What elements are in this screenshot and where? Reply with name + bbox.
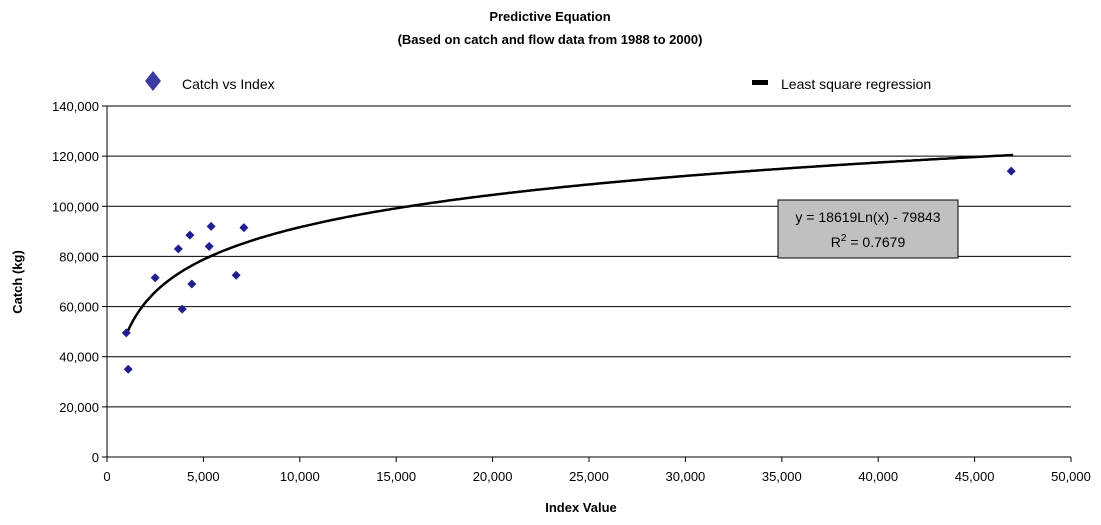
y-tick-label: 100,000	[52, 199, 99, 214]
x-tick-label: 25,000	[569, 469, 609, 484]
scatter-point	[1006, 166, 1016, 176]
chart-subtitle: (Based on catch and flow data from 1988 …	[398, 32, 703, 47]
y-tick-label: 60,000	[59, 300, 99, 315]
scatter-point	[187, 279, 197, 289]
r-squared-text: R2 = 0.7679	[831, 233, 906, 250]
scatter-series	[121, 166, 1016, 374]
y-tick-label: 120,000	[52, 149, 99, 164]
y-tick-label: 40,000	[59, 350, 99, 365]
y-tick-label: 0	[92, 450, 99, 465]
scatter-point	[204, 241, 214, 251]
x-tick-label: 20,000	[473, 469, 513, 484]
scatter-point	[206, 221, 216, 231]
y-tick-label: 20,000	[59, 400, 99, 415]
scatter-point	[150, 273, 160, 283]
line-swatch-icon	[752, 80, 768, 85]
scatter-point	[231, 270, 241, 280]
y-axis-title: Catch (kg)	[10, 250, 25, 314]
x-tick-label: 45,000	[955, 469, 995, 484]
scatter-point	[121, 328, 131, 338]
x-tick-label: 5,000	[187, 469, 220, 484]
x-axis-title: Index Value	[545, 500, 617, 515]
x-axis-ticks: 0 5,000 10,000 15,000 20,000 25,000 30,000 35,0…	[103, 457, 1091, 484]
chart-title: Predictive Equation	[489, 9, 610, 24]
r-squared-value: = 0.7679	[846, 234, 905, 250]
regression-series	[125, 153, 1014, 336]
scatter-point	[185, 230, 195, 240]
x-tick-label: 50,000	[1051, 469, 1091, 484]
y-axis-ticks: 0 20,000 40,000 60,000 80,000 100,000 120,000 1…	[52, 99, 107, 465]
x-tick-label: 40,000	[858, 469, 898, 484]
scatter-point	[177, 304, 187, 314]
legend-item-scatter[interactable]: Catch vs Index	[145, 71, 275, 92]
diamond-marker-icon	[145, 71, 161, 91]
regression-line	[125, 153, 1014, 336]
r-squared-superscript: 2	[841, 233, 847, 244]
equation-box-background	[777, 199, 959, 259]
equation-box: y = 18619Ln(x) - 79843 R2 = 0.7679	[777, 199, 959, 259]
legend-label-scatter: Catch vs Index	[182, 76, 275, 92]
legend-label-regression: Least square regression	[781, 76, 931, 92]
x-tick-label: 35,000	[762, 469, 802, 484]
equation-text: y = 18619Ln(x) - 79843	[795, 209, 940, 225]
r-squared-prefix: R	[831, 234, 841, 250]
scatter-point	[123, 364, 133, 374]
x-tick-label: 30,000	[666, 469, 706, 484]
x-tick-label: 10,000	[280, 469, 320, 484]
gridlines	[107, 105, 1071, 408]
x-tick-label: 0	[103, 469, 110, 484]
y-tick-label: 80,000	[59, 249, 99, 264]
legend: Catch vs Index Least square regression	[145, 71, 931, 92]
scatter-point	[173, 244, 183, 254]
x-tick-label: 15,000	[376, 469, 416, 484]
legend-item-regression[interactable]: Least square regression	[752, 76, 931, 92]
y-tick-label: 140,000	[52, 99, 99, 114]
scatter-point	[239, 223, 249, 233]
